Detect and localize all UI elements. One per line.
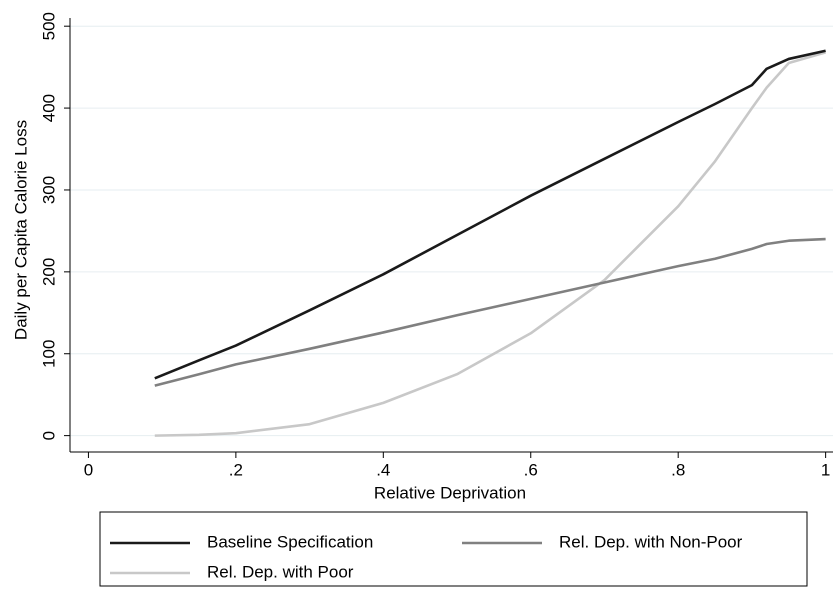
legend-box	[99, 511, 808, 587]
series-line	[154, 49, 826, 380]
y-tick-label: 0	[39, 431, 58, 440]
series-line	[154, 51, 826, 437]
y-tick-label: 300	[39, 176, 58, 204]
legend-label: Rel. Dep. with Poor	[207, 562, 354, 581]
x-tick-label: .2	[229, 460, 243, 479]
legend-label: Baseline Specification	[207, 532, 373, 551]
x-tick-label: .4	[376, 460, 390, 479]
x-tick-label: .6	[524, 460, 538, 479]
x-tick-label: .8	[671, 460, 685, 479]
y-axis-title: Daily per Capita Calorie Loss	[11, 120, 30, 340]
x-tick-label: 0	[84, 460, 93, 479]
x-axis-title: Relative Deprivation	[374, 483, 526, 502]
y-tick-label: 100	[39, 340, 58, 368]
series-line	[154, 237, 826, 387]
y-tick-label: 500	[39, 12, 58, 40]
legend-label: Rel. Dep. with Non-Poor	[559, 532, 743, 551]
y-tick-label: 400	[39, 94, 58, 122]
x-tick-label: 1	[821, 460, 830, 479]
y-tick-label: 200	[39, 258, 58, 286]
